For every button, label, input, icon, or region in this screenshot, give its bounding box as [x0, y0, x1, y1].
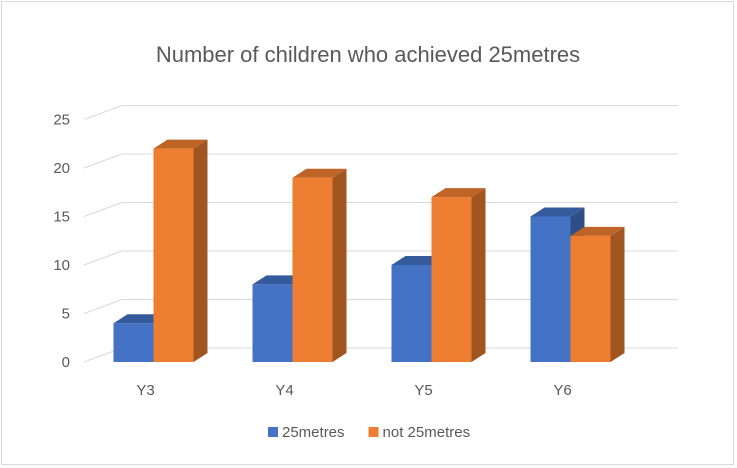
y-tick-label: 0 — [62, 354, 70, 371]
y-tick-label: 15 — [53, 209, 70, 226]
x-tick-label: Y6 — [553, 382, 571, 399]
bar — [570, 226, 625, 362]
chart-title: Number of children who achieved 25metres — [156, 42, 580, 67]
legend-label: 25metres — [282, 424, 345, 441]
legend-item: 25metres — [268, 424, 345, 441]
x-tick-label: Y3 — [136, 382, 154, 399]
bars — [113, 139, 625, 362]
x-tick-label: Y5 — [414, 382, 432, 399]
bar — [292, 168, 347, 362]
bar — [153, 139, 208, 362]
y-axis: 0 5 10 15 20 25 — [53, 112, 70, 372]
y-tick-label: 10 — [53, 257, 70, 274]
legend-swatch — [268, 427, 278, 437]
legend: 25metres not 25metres — [268, 424, 470, 441]
gridline — [83, 105, 678, 120]
gridline — [83, 202, 678, 217]
gridline — [83, 153, 678, 169]
x-tick-label: Y4 — [275, 382, 293, 399]
x-axis: Y3 Y4 Y5 Y6 — [136, 382, 571, 399]
y-tick-label: 25 — [53, 112, 70, 129]
legend-item: not 25metres — [368, 424, 471, 441]
y-tick-label: 5 — [62, 306, 70, 323]
legend-label: not 25metres — [383, 424, 471, 441]
y-tick-label: 20 — [53, 160, 70, 177]
bar — [431, 188, 486, 362]
legend-swatch — [368, 427, 379, 437]
